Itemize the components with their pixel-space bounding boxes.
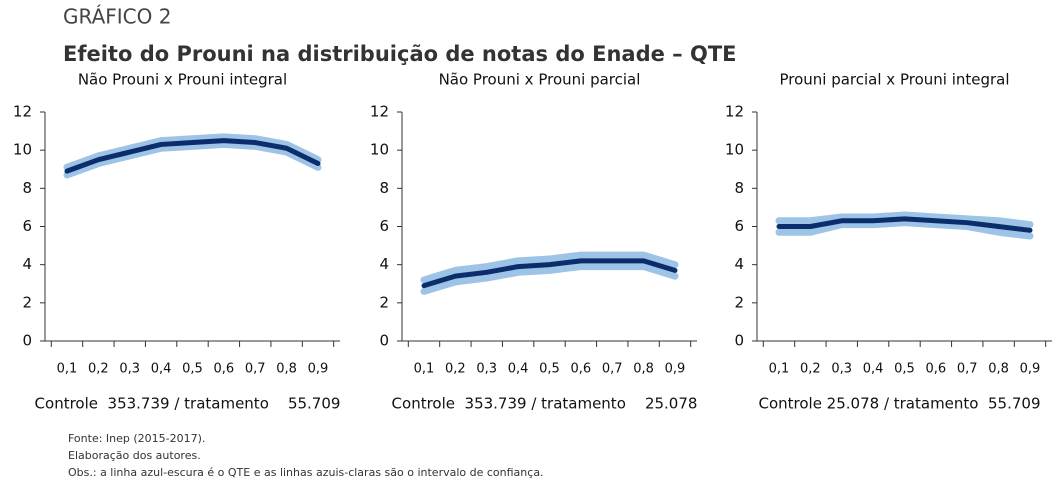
panel-caption: Controle 353.739 / tratamento 55.709 (35, 395, 341, 413)
y-tick-label: 2 (734, 293, 744, 311)
x-tick-label: 0,5 (182, 362, 203, 377)
panel-caption: Controle 353.739 / tratamento 25.078 (392, 395, 698, 413)
y-tick-label: 0 (379, 332, 389, 350)
y-tick-label: 0 (22, 332, 32, 350)
x-tick-label: 0,9 (308, 362, 329, 377)
x-tick-label: 0,8 (276, 362, 297, 377)
qte-line (776, 216, 1033, 233)
y-tick-label: 4 (734, 255, 744, 273)
figure-label: GRÁFICO 2 (63, 5, 171, 29)
x-tick-label: 0,4 (151, 362, 172, 377)
confidence-line (63, 140, 322, 179)
y-tick-label: 6 (22, 217, 32, 235)
y-tick-label: 8 (734, 179, 744, 197)
y-tick-label: 10 (370, 141, 389, 159)
x-tick-label: 0,2 (800, 362, 821, 377)
y-tick-label: 12 (725, 103, 744, 121)
x-tick-label: 0,2 (88, 362, 109, 377)
panel-title: Prouni parcial x Prouni integral (779, 71, 1009, 89)
qte-line (421, 258, 678, 289)
y-tick-label: 8 (22, 179, 32, 197)
confidence-line (63, 133, 322, 171)
x-tick-label: 0,5 (539, 362, 560, 377)
x-tick-label: 0,1 (414, 362, 435, 377)
x-tick-label: 0,6 (571, 362, 592, 377)
confidence-line (420, 251, 679, 284)
y-tick-label: 8 (379, 179, 389, 197)
panel-title: Não Prouni x Prouni integral (78, 71, 287, 89)
panel-title: Não Prouni x Prouni parcial (439, 71, 641, 89)
y-tick-label: 12 (13, 103, 32, 121)
x-tick-label: 0,1 (769, 362, 790, 377)
y-tick-label: 10 (13, 141, 32, 159)
x-tick-label: 0,7 (245, 362, 266, 377)
x-tick-label: 0,7 (602, 362, 623, 377)
x-tick-label: 0,3 (119, 362, 140, 377)
qte-line (64, 138, 321, 174)
confidence-line (775, 211, 1034, 229)
x-tick-label: 0,8 (988, 362, 1009, 377)
panel-caption: Controle 25.078 / tratamento 55.709 (758, 395, 1040, 413)
x-tick-label: 0,6 (926, 362, 947, 377)
x-tick-label: 0,9 (665, 362, 686, 377)
y-tick-label: 6 (379, 217, 389, 235)
y-tick-label: 10 (725, 141, 744, 159)
y-tick-label: 0 (734, 332, 744, 350)
x-tick-label: 0,9 (1020, 362, 1041, 377)
y-tick-label: 6 (734, 217, 744, 235)
x-tick-label: 0,6 (214, 362, 235, 377)
note: Fonte: Inep (2015-2017). (68, 432, 205, 445)
x-tick-label: 0,1 (57, 362, 78, 377)
confidence-line (420, 263, 679, 295)
x-tick-label: 0,8 (633, 362, 654, 377)
y-tick-label: 4 (379, 255, 389, 273)
confidence-line (775, 219, 1034, 240)
figure-title: Efeito do Prouni na distribuição de nota… (63, 42, 737, 66)
x-tick-label: 0,5 (894, 362, 915, 377)
x-tick-label: 0,2 (445, 362, 466, 377)
y-tick-label: 12 (370, 103, 389, 121)
x-tick-label: 0,3 (831, 362, 852, 377)
x-tick-label: 0,4 (508, 362, 529, 377)
x-tick-label: 0,7 (957, 362, 978, 377)
x-tick-label: 0,3 (476, 362, 497, 377)
note: Elaboração dos autores. (68, 449, 201, 462)
y-tick-label: 4 (22, 255, 32, 273)
y-tick-label: 2 (22, 293, 32, 311)
y-tick-label: 2 (379, 293, 389, 311)
note: Obs.: a linha azul-escura é o QTE e as l… (68, 466, 544, 479)
x-tick-label: 0,4 (863, 362, 884, 377)
